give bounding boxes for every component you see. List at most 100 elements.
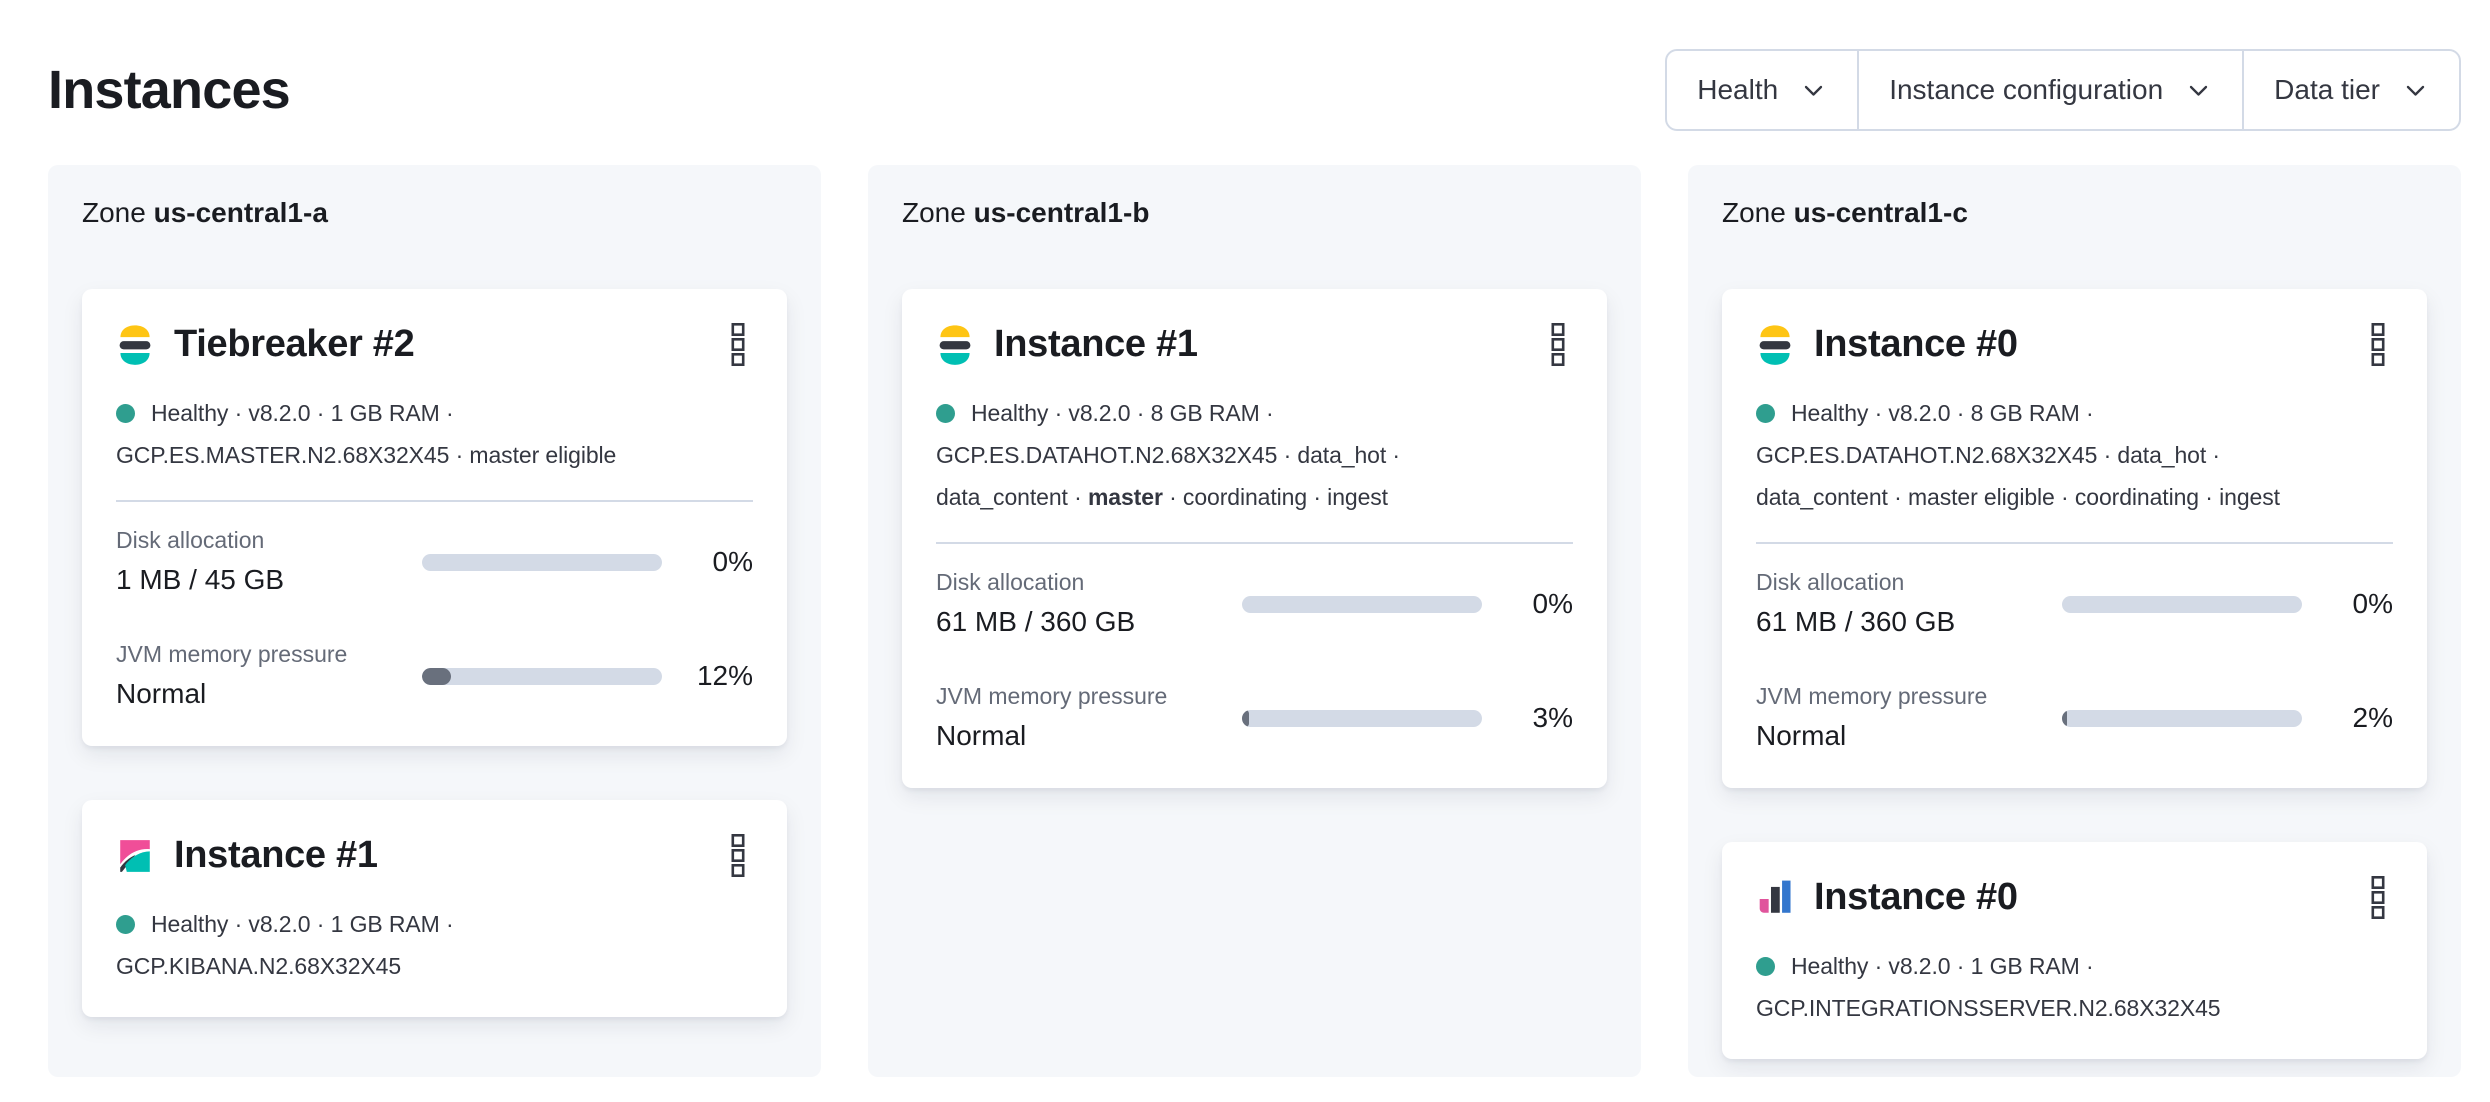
instance-menu-button[interactable] [2363, 317, 2393, 372]
integrations-server-logo-icon [1759, 880, 1791, 913]
health-dot-icon [1756, 956, 1775, 976]
disk-allocation-progressbar [1242, 595, 1482, 613]
metric-percent: 0% [1532, 588, 1573, 619]
instance-configuration-text: data_content · master eligible · coordin… [1756, 484, 2280, 510]
filter-data-tier-label: Data tier [2274, 74, 2380, 105]
instance-menu-button[interactable] [723, 828, 753, 883]
metric-percent: 3% [1532, 702, 1573, 733]
zone-label: Zone us-central1-b [902, 195, 1607, 231]
disk-allocation-progressbar [2062, 595, 2302, 613]
instance-card-es-0: Instance #0 Healthy · v8.2.0 · 8 GB RAM … [1722, 289, 2427, 788]
card-divider [936, 542, 1573, 544]
zone-name: us-central1-b [973, 197, 1150, 228]
instance-card-tiebreaker-2: Tiebreaker #2 Healthy · v8.2.0 · 1 GB RA… [82, 289, 787, 746]
filter-health-button[interactable]: Health [1667, 51, 1857, 129]
jvm-memory-pressure-metric: JVM memory pressure Normal 3% [936, 678, 1573, 758]
instance-configuration-text: data_content · master · coordinating · i… [936, 484, 1388, 510]
boxes-vertical-icon [731, 322, 745, 367]
filter-group: Health Instance configuration Data tier [1665, 49, 2461, 131]
instance-configuration-text: GCP.KIBANA.N2.68X32X45 [116, 953, 402, 979]
chevron-down-icon [1805, 85, 1823, 96]
card-header: Tiebreaker #2 [116, 317, 753, 372]
instance-status: Healthy · v8.2.0 · 8 GB RAM · GCP.ES.DAT… [1756, 392, 2393, 518]
metric-value: Normal [116, 678, 207, 709]
chevron-down-icon [2406, 85, 2425, 96]
instance-title: Instance #0 [1814, 876, 2018, 918]
instance-title: Tiebreaker #2 [174, 323, 415, 365]
instance-status: Healthy · v8.2.0 · 1 GB RAM · GCP.KIBANA… [116, 903, 753, 987]
instance-card-kibana-1: Instance #1 Healthy · v8.2.0 · 1 GB RAM … [82, 800, 787, 1017]
health-dot-icon [1756, 403, 1775, 423]
metric-value: 61 MB / 360 GB [936, 606, 1136, 637]
zone-label: Zone us-central1-a [82, 195, 787, 231]
health-dot-icon [116, 914, 135, 934]
instance-menu-button[interactable] [723, 317, 753, 372]
zone-word: Zone [902, 197, 966, 228]
instance-configuration-text: GCP.ES.DATAHOT.N2.68X32X45 · data_hot · [936, 442, 1400, 468]
kibana-logo-icon [120, 839, 150, 872]
metric-label: JVM memory pressure [936, 683, 1168, 709]
jvm-memory-progressbar [422, 667, 662, 685]
instance-menu-button[interactable] [1543, 317, 1573, 372]
metric-percent: 12% [696, 660, 753, 691]
disk-allocation-progressbar [422, 553, 662, 571]
boxes-vertical-icon [2371, 322, 2385, 367]
zones-grid: Zone us-central1-a Tiebreaker #2 Healthy… [48, 165, 2461, 1077]
boxes-vertical-icon [1551, 322, 1565, 367]
boxes-vertical-icon [731, 833, 745, 878]
disk-allocation-metric: Disk allocation 61 MB / 360 GB 0% [1756, 564, 2393, 644]
metric-label: JVM memory pressure [1756, 683, 1988, 709]
jvm-memory-pressure-metric: JVM memory pressure Normal 2% [1756, 678, 2393, 758]
instance-menu-button[interactable] [2363, 870, 2393, 925]
filter-instance-configuration-label: Instance configuration [1889, 74, 2164, 105]
chevron-down-icon [2190, 85, 2208, 96]
health-dot-icon [116, 403, 135, 423]
jvm-memory-progressbar [1242, 709, 1482, 727]
metric-value: Normal [936, 720, 1027, 751]
instance-configuration-text: GCP.INTEGRATIONSSERVER.N2.68X32X45 [1756, 995, 2221, 1021]
instance-title: Instance #0 [1814, 323, 2018, 365]
elasticsearch-logo-icon [119, 324, 151, 365]
filter-health-label: Health [1697, 74, 1779, 105]
metric-value: Normal [1756, 720, 1847, 751]
metric-label: JVM memory pressure [116, 641, 348, 667]
status-text: Healthy · v8.2.0 · 8 GB RAM · [971, 400, 1274, 426]
metric-value: 1 MB / 45 GB [116, 564, 285, 595]
zone-panel-us-central1-c: Zone us-central1-c Instance #0 Healthy ·… [1688, 165, 2461, 1077]
zone-panel-us-central1-a: Zone us-central1-a Tiebreaker #2 Healthy… [48, 165, 821, 1077]
instance-status: Healthy · v8.2.0 · 8 GB RAM · GCP.ES.DAT… [936, 392, 1573, 518]
status-text: Healthy · v8.2.0 · 1 GB RAM · [1791, 953, 2094, 979]
metric-percent: 2% [2352, 702, 2393, 733]
filter-data-tier-button[interactable]: Data tier [2242, 51, 2459, 129]
instance-configuration-text: GCP.ES.DATAHOT.N2.68X32X45 · data_hot · [1756, 442, 2220, 468]
page-title: Instances [48, 60, 291, 120]
elasticsearch-logo-icon [939, 324, 971, 365]
card-header: Instance #1 [936, 317, 1573, 372]
card-divider [1756, 542, 2393, 544]
card-header: Instance #1 [116, 828, 753, 883]
zone-name: us-central1-c [1793, 197, 1968, 228]
card-header: Instance #0 [1756, 317, 2393, 372]
metric-label: Disk allocation [116, 527, 265, 553]
instance-card-integrations-0: Instance #0 Healthy · v8.2.0 · 1 GB RAM … [1722, 842, 2427, 1059]
zone-panel-us-central1-b: Zone us-central1-b Instance #1 Healthy ·… [868, 165, 1641, 1077]
zone-name: us-central1-a [153, 197, 328, 228]
metric-label: Disk allocation [1756, 569, 1905, 595]
status-text: Healthy · v8.2.0 · 8 GB RAM · [1791, 400, 2094, 426]
instance-configuration-text: GCP.ES.MASTER.N2.68X32X45 · master eligi… [116, 442, 617, 468]
metric-value: 61 MB / 360 GB [1756, 606, 1956, 637]
instance-card-es-1: Instance #1 Healthy · v8.2.0 · 8 GB RAM … [902, 289, 1607, 788]
filter-instance-configuration-button[interactable]: Instance configuration [1857, 51, 2242, 129]
elasticsearch-logo-icon [1759, 324, 1791, 365]
disk-allocation-metric: Disk allocation 61 MB / 360 GB 0% [936, 564, 1573, 644]
disk-allocation-metric: Disk allocation 1 MB / 45 GB 0% [116, 522, 753, 602]
metric-label: Disk allocation [936, 569, 1085, 595]
card-divider [116, 500, 753, 502]
instance-title: Instance #1 [174, 834, 378, 876]
page-header: Instances Health Instance configuration … [48, 0, 2461, 132]
jvm-memory-progressbar [2062, 709, 2302, 727]
boxes-vertical-icon [2371, 875, 2385, 920]
instance-title: Instance #1 [994, 323, 1198, 365]
instance-status: Healthy · v8.2.0 · 1 GB RAM · GCP.INTEGR… [1756, 945, 2393, 1029]
